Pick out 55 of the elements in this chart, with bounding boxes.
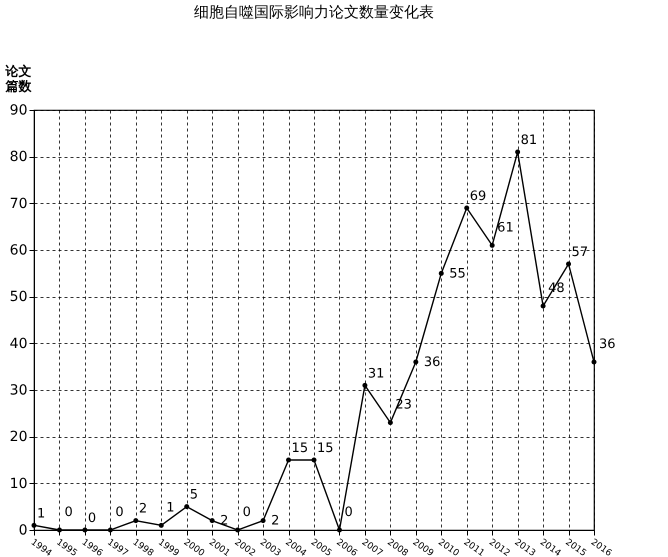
data-label: 61 bbox=[497, 220, 514, 236]
y-tick-label: 60 bbox=[10, 242, 28, 258]
data-label: 0 bbox=[344, 505, 353, 520]
data-label: 57 bbox=[572, 245, 588, 260]
point bbox=[592, 360, 596, 364]
data-label: 55 bbox=[449, 266, 466, 282]
y-tick-label: 50 bbox=[10, 289, 28, 306]
point bbox=[286, 458, 292, 462]
y-tick-label: 40 bbox=[10, 336, 28, 352]
point bbox=[260, 518, 266, 524]
data-label: 2 bbox=[138, 502, 148, 517]
y-tick-label: 20 bbox=[10, 429, 28, 446]
point bbox=[56, 528, 62, 532]
point bbox=[158, 522, 164, 528]
point bbox=[490, 242, 495, 248]
point bbox=[210, 518, 215, 524]
point bbox=[464, 206, 470, 210]
data-label: 0 bbox=[242, 505, 251, 520]
y-tick-label: 80 bbox=[10, 149, 28, 166]
data-label: 31 bbox=[368, 366, 384, 382]
point bbox=[184, 504, 190, 510]
y-tick-label: 10 bbox=[10, 476, 28, 492]
data-label: 15 bbox=[292, 441, 308, 456]
data-label: 69 bbox=[470, 189, 486, 204]
chart-title: 细胞自噬国际影响力论文数量变化表 bbox=[194, 3, 434, 21]
data-label: 1 bbox=[37, 506, 46, 522]
y-axis-title: 论文篇数 bbox=[4, 64, 32, 94]
data-label: 36 bbox=[599, 337, 616, 352]
y-tick-label: 70 bbox=[10, 196, 28, 212]
point bbox=[235, 528, 240, 532]
point bbox=[566, 262, 572, 266]
point bbox=[312, 458, 316, 462]
data-label: 0 bbox=[88, 511, 96, 526]
y-tick-label: 0 bbox=[18, 522, 28, 538]
data-label: 5 bbox=[190, 488, 198, 503]
point bbox=[32, 522, 36, 528]
data-label: 1 bbox=[166, 500, 175, 516]
point bbox=[388, 420, 393, 426]
data-label: 15 bbox=[317, 441, 334, 456]
point bbox=[413, 360, 418, 364]
point bbox=[540, 304, 546, 308]
data-label: 0 bbox=[64, 505, 73, 520]
point bbox=[82, 528, 88, 532]
point bbox=[362, 382, 368, 388]
point bbox=[438, 270, 444, 276]
data-label: 81 bbox=[520, 133, 538, 148]
point bbox=[515, 150, 520, 154]
data-label: 0 bbox=[115, 505, 124, 520]
y-tick-label: 90 bbox=[10, 102, 28, 118]
point bbox=[336, 528, 342, 532]
data-label: 2 bbox=[271, 514, 280, 529]
point bbox=[108, 528, 113, 532]
data-label: 36 bbox=[424, 355, 440, 370]
y-tick-label: 30 bbox=[10, 382, 28, 398]
point bbox=[133, 518, 138, 524]
